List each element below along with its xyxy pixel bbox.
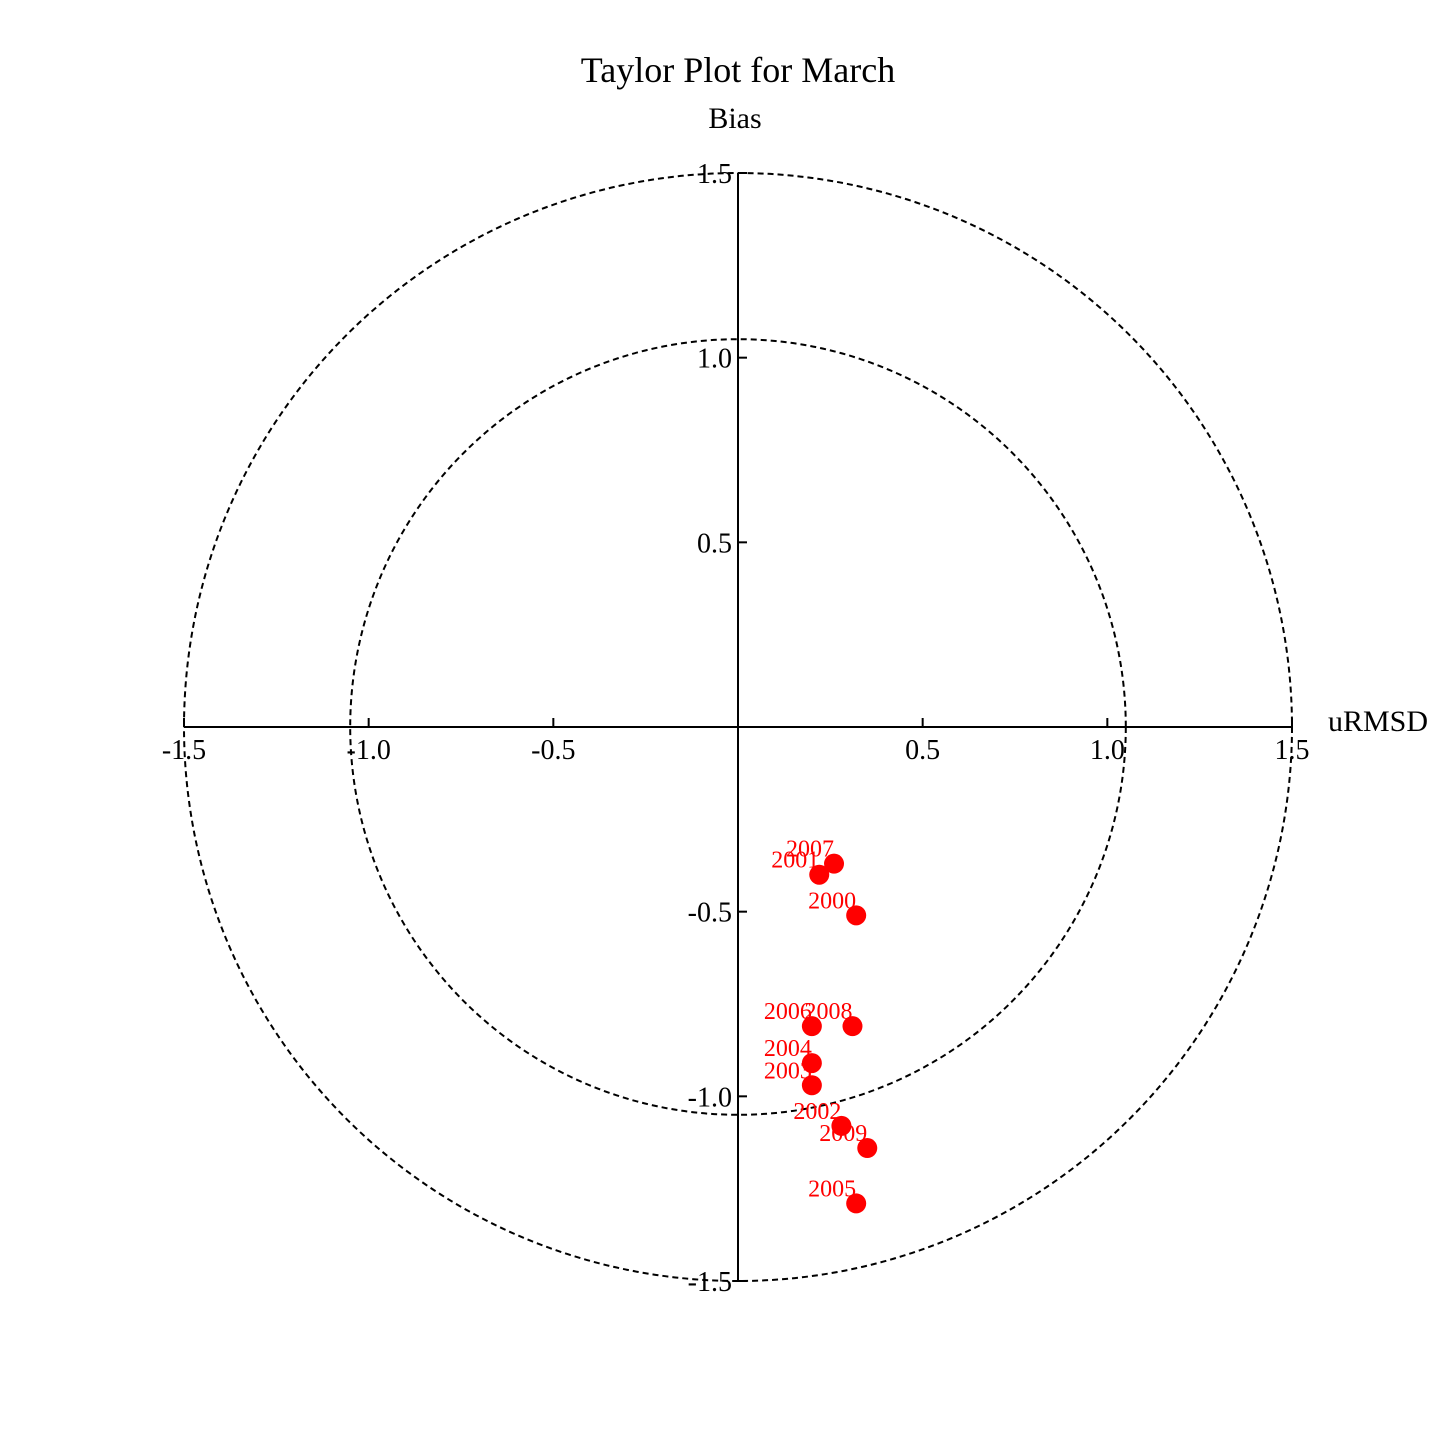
x-axis-label: uRMSD xyxy=(1328,705,1428,738)
point-label-2002: 2002 xyxy=(793,1099,841,1125)
point-label-2001: 2001 xyxy=(771,848,819,874)
data-point-2002 xyxy=(831,1115,852,1136)
data-point-2009 xyxy=(857,1138,878,1159)
data-point-2006 xyxy=(801,1016,822,1037)
y-tick-label: -0.5 xyxy=(688,898,732,929)
point-label-2005: 2005 xyxy=(808,1176,856,1202)
x-tick-label: 0.5 xyxy=(905,735,940,766)
x-tick-label: 1.5 xyxy=(1274,735,1309,766)
point-label-2006: 2006 xyxy=(764,999,812,1025)
point-label-2007: 2007 xyxy=(786,837,834,863)
point-label-2009: 2009 xyxy=(819,1121,867,1147)
y-axis-label: Bias xyxy=(708,102,761,135)
x-tick-label: -1.5 xyxy=(162,735,206,766)
y-tick-label: 1.5 xyxy=(697,159,732,190)
data-point-2007 xyxy=(824,853,845,874)
ticks: -1.5 -1.0 -0.5 0.5 1.0 1.5 1.5 1.0 0.5 -0.5 -1.0 -1… xyxy=(162,159,1310,1298)
y-tick-label: -1.0 xyxy=(688,1082,732,1113)
data-point-2008 xyxy=(842,1016,863,1037)
axes xyxy=(184,173,1292,1281)
data-point-2005 xyxy=(846,1193,867,1214)
x-tick-label: -0.5 xyxy=(531,735,575,766)
data-point-2000 xyxy=(846,905,867,926)
chart-title: Taylor Plot for March xyxy=(581,50,895,90)
point-label-2000: 2000 xyxy=(808,888,856,914)
data-point-2001 xyxy=(809,864,830,885)
data-point-2003 xyxy=(801,1075,822,1096)
y-tick-label: -1.5 xyxy=(688,1267,732,1298)
point-label-2004: 2004 xyxy=(764,1036,812,1062)
point-label-2008: 2008 xyxy=(804,999,852,1025)
y-tick-label: 0.5 xyxy=(697,528,732,559)
x-tick-label: 1.0 xyxy=(1090,735,1125,766)
data-point-2004 xyxy=(801,1053,822,1074)
x-tick-label: -1.0 xyxy=(347,735,391,766)
y-tick-label: 1.0 xyxy=(697,344,732,375)
